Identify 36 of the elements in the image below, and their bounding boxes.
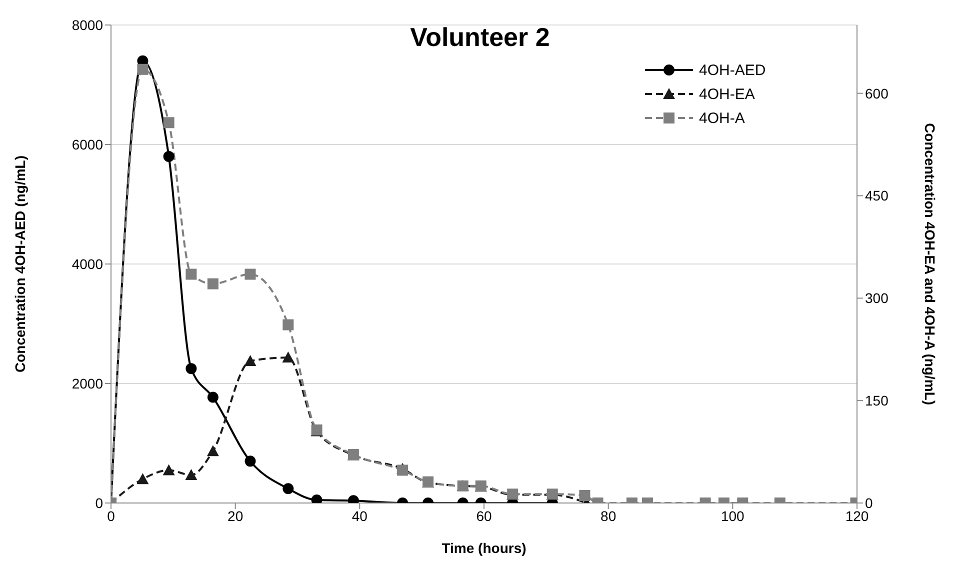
point (244, 354, 256, 366)
y2-tick-label: 150 (865, 392, 889, 409)
x-tick-label: 20 (228, 508, 244, 524)
chart-title: Volunteer 2 (410, 22, 550, 52)
x-axis-title: Time (hours) (442, 540, 526, 556)
x-tick-label: 60 (476, 508, 492, 524)
point (162, 464, 175, 476)
point (136, 473, 149, 484)
y2-tick-label: 450 (865, 188, 889, 204)
x-tick-label: 40 (352, 508, 368, 524)
point (163, 117, 174, 128)
x-tick-label: 100 (720, 508, 745, 524)
x-tick-label: 80 (600, 508, 616, 524)
point (282, 352, 294, 363)
x-tick-label: 0 (107, 508, 116, 524)
point (206, 445, 219, 456)
y-tick-label: 8000 (72, 16, 104, 33)
point (137, 64, 148, 75)
point (185, 469, 198, 480)
point (186, 268, 197, 280)
point (579, 490, 590, 501)
y2-axis-title: Concentration 4OH-EA and 4OH-A (ng/mL) (922, 122, 938, 406)
y2-tick-label: 600 (865, 85, 889, 102)
point (163, 150, 174, 162)
legend-label: 4OH-AED (699, 62, 766, 78)
y2-tick-label: 300 (865, 290, 889, 306)
legend-label: 4OH-A (699, 110, 745, 126)
y-tick-label: 6000 (72, 136, 104, 152)
y-tick-label: 4000 (72, 256, 104, 272)
y-axis-title: Concentration 4OH-AED (ng/mL) (12, 156, 28, 372)
point (207, 278, 218, 290)
legend-label: 4OH-EA (699, 86, 755, 102)
y-tick-label: 2000 (72, 375, 104, 392)
point (282, 319, 294, 330)
point (244, 268, 256, 280)
y-tick-label: 0 (95, 494, 104, 511)
